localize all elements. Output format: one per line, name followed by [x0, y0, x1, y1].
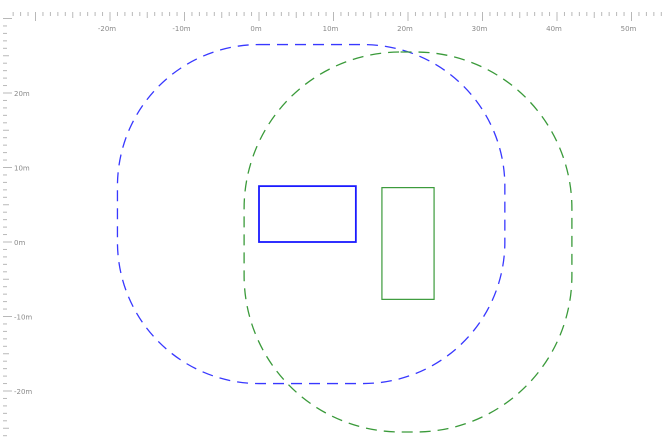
blue-rect[interactable]	[258, 185, 357, 243]
top-ruler-label: 40m	[546, 25, 562, 33]
top-ruler-label: 10m	[323, 25, 339, 33]
left-ruler[interactable]: 20m 10m 0m -10m -20m	[3, 18, 32, 437]
top-ruler-label: 20m	[397, 25, 413, 33]
top-ruler-label: 50m	[621, 25, 637, 33]
left-ruler-label: 20m	[14, 90, 30, 98]
shapes-layer	[116, 43, 573, 433]
green-buffer[interactable]	[243, 51, 573, 433]
left-ruler-label: -10m	[14, 314, 32, 322]
top-ruler-label: 30m	[472, 25, 488, 33]
top-ruler-label: 0m	[250, 25, 261, 33]
left-ruler-label: -20m	[14, 388, 32, 396]
top-ruler[interactable]: -20m -10m 0m 10m 20m 30m 40m 50m	[12, 12, 662, 33]
green-rect[interactable]	[381, 187, 435, 300]
left-ruler-label: 10m	[14, 165, 30, 173]
top-ruler-label: -20m	[98, 25, 116, 33]
left-ruler-label: 0m	[14, 239, 25, 247]
top-ruler-label: -10m	[172, 25, 190, 33]
blue-buffer[interactable]	[116, 43, 506, 385]
